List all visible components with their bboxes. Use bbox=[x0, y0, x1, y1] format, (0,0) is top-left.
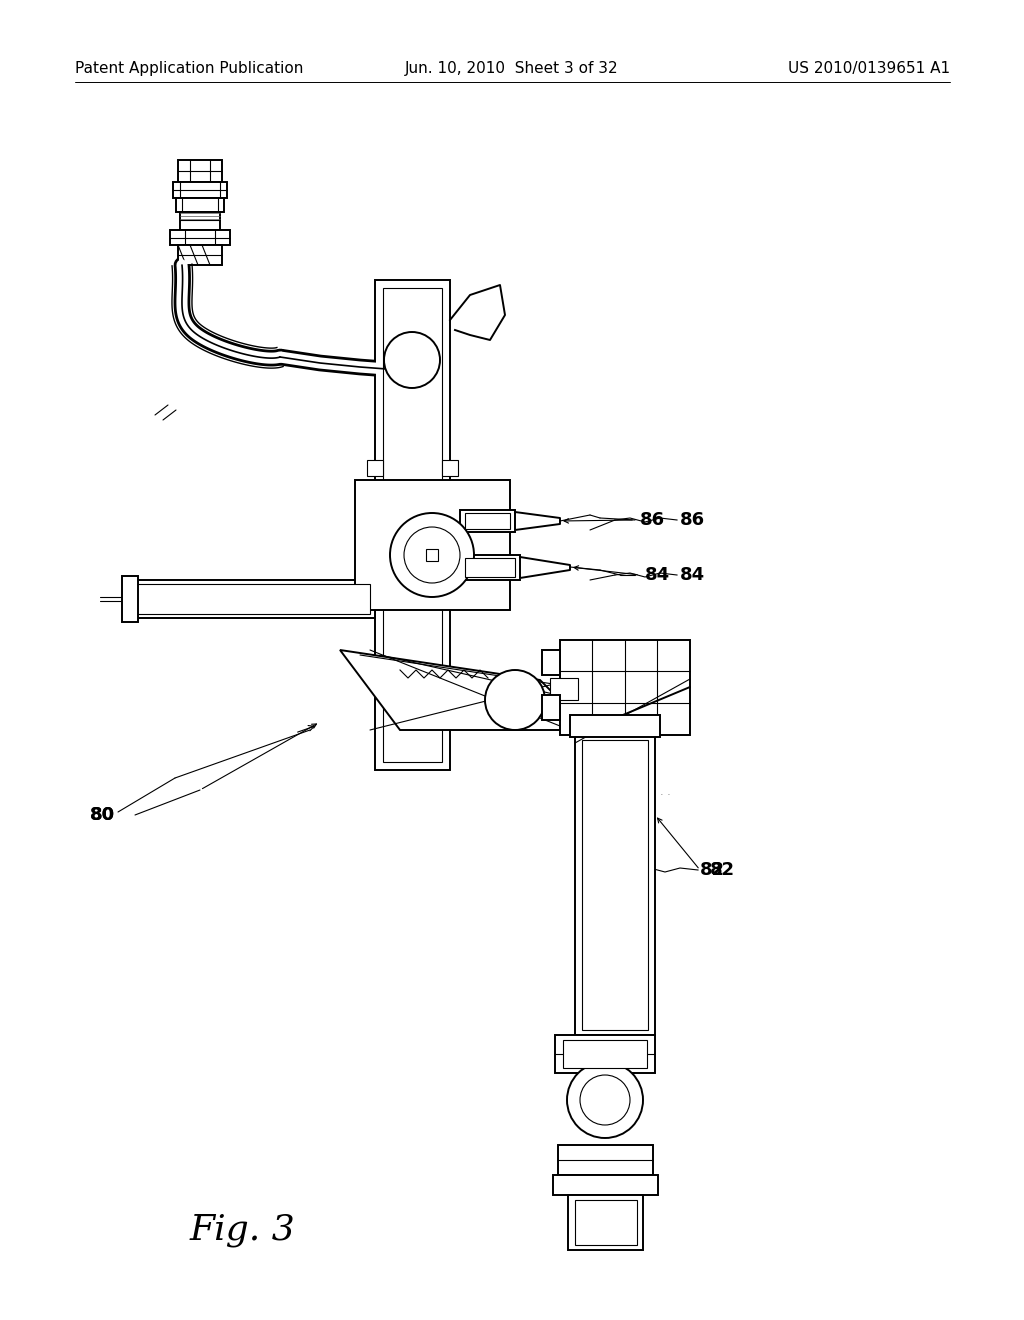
Polygon shape bbox=[340, 649, 590, 730]
Polygon shape bbox=[520, 557, 570, 578]
Bar bbox=[122, 576, 138, 622]
Circle shape bbox=[384, 333, 440, 388]
Bar bbox=[178, 246, 222, 265]
Bar bbox=[375, 280, 450, 770]
Bar bbox=[367, 459, 383, 477]
Bar bbox=[135, 583, 370, 614]
Bar bbox=[560, 640, 690, 735]
Bar bbox=[550, 678, 578, 700]
Bar bbox=[575, 735, 655, 1035]
Bar bbox=[383, 288, 442, 762]
Text: 82: 82 bbox=[710, 861, 735, 879]
Bar bbox=[130, 579, 375, 618]
Text: Patent Application Publication: Patent Application Publication bbox=[75, 61, 303, 75]
Text: 80: 80 bbox=[90, 807, 115, 824]
Text: US 2010/0139651 A1: US 2010/0139651 A1 bbox=[787, 61, 950, 75]
Bar bbox=[170, 230, 230, 246]
Text: 82: 82 bbox=[700, 861, 725, 879]
Bar bbox=[460, 510, 515, 532]
Bar bbox=[555, 1035, 655, 1073]
Circle shape bbox=[580, 1074, 630, 1125]
Circle shape bbox=[485, 671, 545, 730]
Bar bbox=[575, 1200, 637, 1245]
Circle shape bbox=[567, 1063, 643, 1138]
Text: Jun. 10, 2010  Sheet 3 of 32: Jun. 10, 2010 Sheet 3 of 32 bbox=[406, 61, 618, 75]
Bar bbox=[465, 513, 510, 529]
Bar bbox=[542, 696, 560, 719]
Text: 84: 84 bbox=[645, 566, 670, 583]
Bar bbox=[178, 160, 222, 182]
Bar bbox=[465, 558, 515, 577]
Bar bbox=[180, 213, 220, 230]
Circle shape bbox=[404, 527, 460, 583]
Circle shape bbox=[390, 513, 474, 597]
Bar bbox=[542, 649, 560, 675]
Bar bbox=[442, 459, 458, 477]
Bar bbox=[176, 198, 224, 213]
Text: 80: 80 bbox=[90, 807, 115, 824]
Bar bbox=[558, 1144, 653, 1175]
Text: 86: 86 bbox=[680, 511, 706, 529]
Bar bbox=[355, 480, 510, 610]
Bar bbox=[173, 182, 227, 198]
Bar bbox=[563, 1040, 647, 1068]
Bar bbox=[570, 715, 660, 737]
Text: 84: 84 bbox=[680, 566, 706, 583]
Text: · ·: · · bbox=[660, 789, 671, 800]
Polygon shape bbox=[515, 512, 560, 531]
Text: Fig. 3: Fig. 3 bbox=[190, 1213, 296, 1247]
Bar bbox=[553, 1175, 658, 1195]
Bar bbox=[460, 554, 520, 579]
Bar bbox=[582, 741, 648, 1030]
Text: 86: 86 bbox=[640, 511, 666, 529]
Bar bbox=[568, 1195, 643, 1250]
Bar bbox=[426, 549, 438, 561]
